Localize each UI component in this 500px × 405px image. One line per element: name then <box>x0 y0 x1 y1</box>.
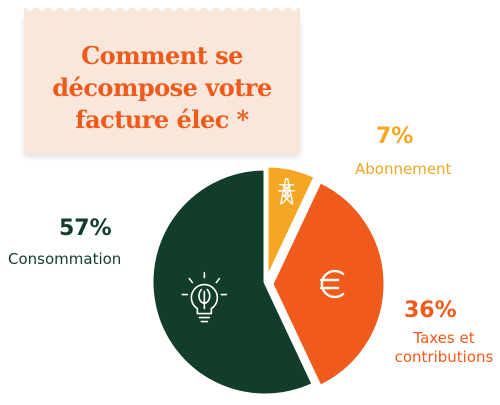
euro-icon <box>319 269 345 299</box>
electric-pylon-icon <box>278 178 296 205</box>
abonnement-percent: 7% <box>376 124 414 149</box>
lightbulb-icon <box>181 271 228 323</box>
consommation-label: Consommation <box>8 250 122 268</box>
taxes-label-line-1: Taxes et <box>413 329 475 347</box>
consommation-percent: 57% <box>59 216 112 241</box>
taxes-slice <box>270 179 387 389</box>
taxes-label-line-2: contributions <box>394 348 494 366</box>
taxes-percent: 36% <box>404 298 457 323</box>
chart-title: Comment se décompose votre facture élec … <box>52 41 272 134</box>
title-note-card <box>24 8 300 154</box>
consommation-slice <box>150 167 316 397</box>
abonnement-slice <box>265 164 318 280</box>
taxes-label: Taxes et contributions <box>394 329 494 367</box>
abonnement-label: Abonnement <box>355 160 452 178</box>
